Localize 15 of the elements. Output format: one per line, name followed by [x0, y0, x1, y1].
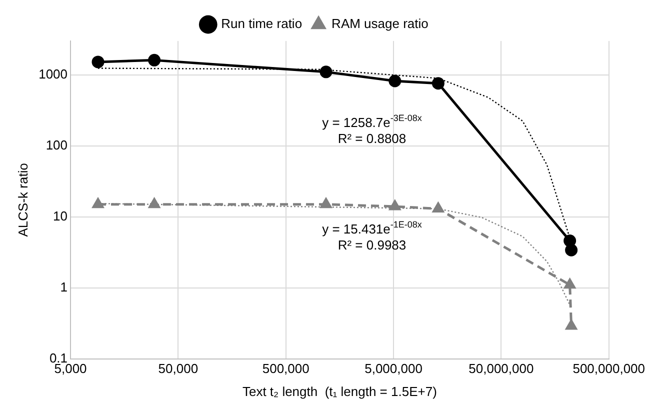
- y-axis-title: ALCS-k ratio: [15, 163, 30, 237]
- x-tick-label: 500,000: [262, 361, 310, 376]
- y-tick-label: 1000: [38, 66, 68, 82]
- x-tick-label: 5,000,000: [364, 361, 422, 376]
- annotation: R² = 0.8808: [338, 131, 406, 146]
- x-axis-title: Text t₂ length (t₁ length = 1.5E+7): [242, 384, 437, 399]
- y-tick-label: 10: [53, 208, 68, 224]
- legend-label: Run time ratio: [221, 16, 302, 32]
- x-tick-label: 500,000,000: [572, 361, 645, 376]
- x-tick-label: 50,000,000: [468, 361, 534, 376]
- y-tick-label: 100: [46, 137, 68, 152]
- x-tick-label: 50,000: [158, 361, 198, 376]
- y-tick-label: 1: [60, 279, 68, 294]
- legend-label: RAM usage ratio: [332, 16, 428, 32]
- annotation: R² = 0.9983: [338, 238, 406, 253]
